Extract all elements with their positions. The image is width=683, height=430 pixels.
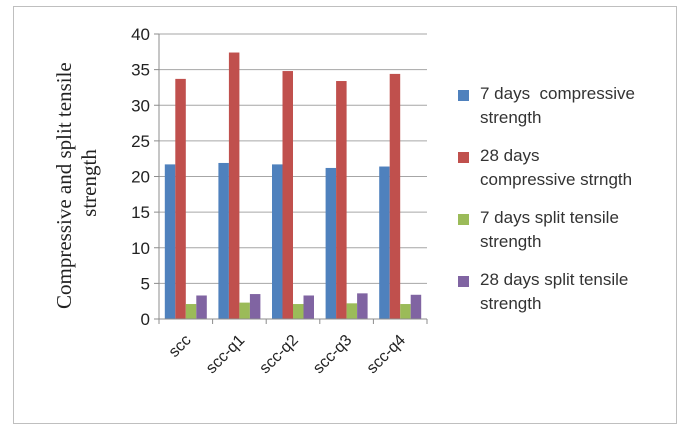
bar <box>196 295 207 319</box>
y-tick-label: 10 <box>131 239 150 258</box>
bar <box>410 294 422 319</box>
axes <box>154 33 428 324</box>
y-tick-label: 35 <box>131 61 150 80</box>
x-tick-label: scc-q4 <box>364 332 409 377</box>
y-tick-label: 30 <box>131 96 150 115</box>
legend-label: 28 days split tensile strength <box>480 270 629 313</box>
legend-swatch <box>458 90 469 101</box>
x-tick-label: scc-q1 <box>203 332 248 377</box>
bar <box>164 164 176 319</box>
y-tick-label: 20 <box>131 168 150 187</box>
legend-item-28-day-compressive: 28 days compressive strngth <box>458 144 680 192</box>
bar <box>175 78 186 319</box>
bar <box>357 293 368 319</box>
x-tick-label: scc-q3 <box>310 332 355 377</box>
bar <box>218 162 229 319</box>
y-tick-label: 5 <box>141 274 150 293</box>
bar <box>303 295 314 319</box>
legend-label: 7 days split tensile strength <box>480 208 619 251</box>
bar <box>185 304 197 319</box>
bar <box>325 167 337 319</box>
y-axis-label-line-1: Compressive and split tensile <box>52 62 76 309</box>
y-tick-label: 25 <box>131 132 150 151</box>
x-tick-labels: scc scc-q1 scc-q2 scc-q3 scc-q4 <box>166 332 409 377</box>
bar <box>379 166 390 319</box>
legend-swatch <box>458 214 469 225</box>
legend-item-7-day-compressive: 7 days compressive strength <box>458 82 680 130</box>
legend-label: 7 days compressive strength <box>480 84 635 127</box>
bar <box>272 164 283 319</box>
y-tick-label: 40 <box>131 25 150 44</box>
legend-item-28-day-split-tensile: 28 days split tensile strength <box>458 268 680 316</box>
legend: 7 days compressive strength 28 days comp… <box>458 82 680 330</box>
bar <box>346 303 358 319</box>
bar <box>228 52 240 320</box>
y-tick-labels: 0 5 10 15 20 25 30 35 40 <box>131 25 150 329</box>
legend-swatch <box>458 152 469 163</box>
bars <box>164 52 422 320</box>
y-tick-label: 15 <box>131 203 150 222</box>
bar <box>389 73 401 320</box>
legend-label: 28 days compressive strngth <box>480 146 633 189</box>
legend-swatch <box>458 276 469 287</box>
bar <box>293 304 304 319</box>
x-tick-label: scc <box>166 332 195 361</box>
bar <box>239 302 250 319</box>
bar <box>249 294 261 319</box>
y-axis-label-line-2: strength <box>77 149 101 217</box>
y-tick-label: 0 <box>141 310 150 329</box>
bar <box>336 81 347 320</box>
y-axis-label: Compressive and split tensile strength <box>52 57 101 309</box>
x-tick-label: scc-q2 <box>256 332 301 377</box>
bar <box>400 304 411 319</box>
bar <box>282 71 293 319</box>
legend-item-7-day-split-tensile: 7 days split tensile strength <box>458 206 680 254</box>
